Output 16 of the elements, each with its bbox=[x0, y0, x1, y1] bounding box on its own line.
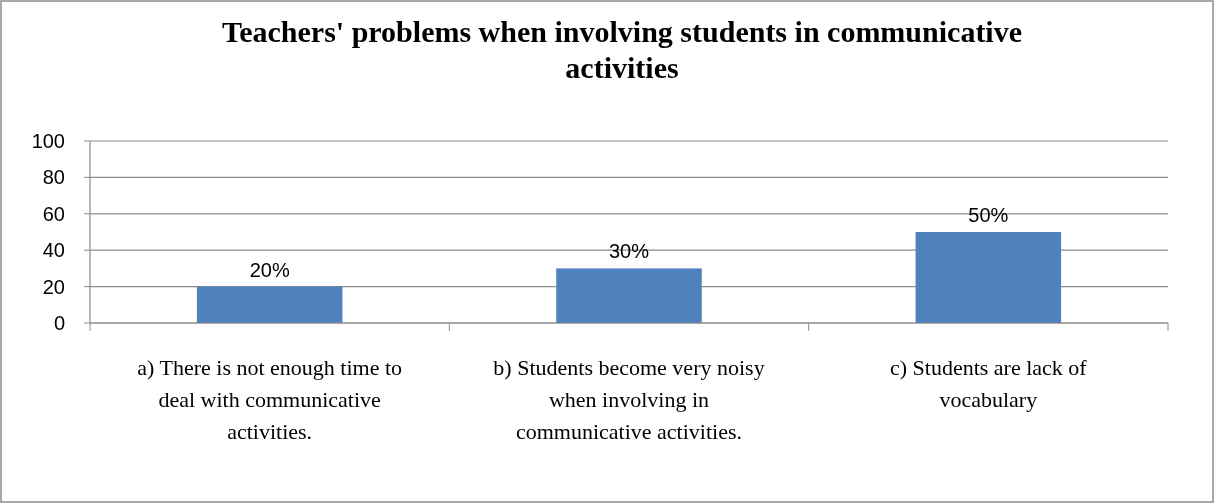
bar bbox=[915, 232, 1062, 323]
chart-title: Teachers' problems when involving students in communicative activities bbox=[221, 15, 1023, 84]
bar bbox=[196, 286, 343, 323]
y-tick-label: 40 bbox=[42, 239, 65, 262]
x-tick-label: c) Students are lack of vocabulary bbox=[889, 355, 1088, 412]
data-label: 30% bbox=[608, 240, 650, 263]
x-tick-label: a) There is not enough time to deal with communicative activities. bbox=[137, 355, 403, 444]
data-label: 20% bbox=[249, 258, 290, 281]
y-tick-label: 0 bbox=[53, 312, 65, 334]
bar bbox=[556, 268, 702, 323]
y-tick-label: 20 bbox=[42, 275, 65, 298]
x-tick-label: b) Students become very noisy when involving in communicative activities. bbox=[493, 355, 765, 444]
data-label: 50% bbox=[968, 204, 1009, 226]
y-tick-label: 100 bbox=[31, 130, 65, 152]
y-tick-label: 60 bbox=[42, 202, 65, 225]
y-tick-label: 80 bbox=[42, 166, 65, 189]
